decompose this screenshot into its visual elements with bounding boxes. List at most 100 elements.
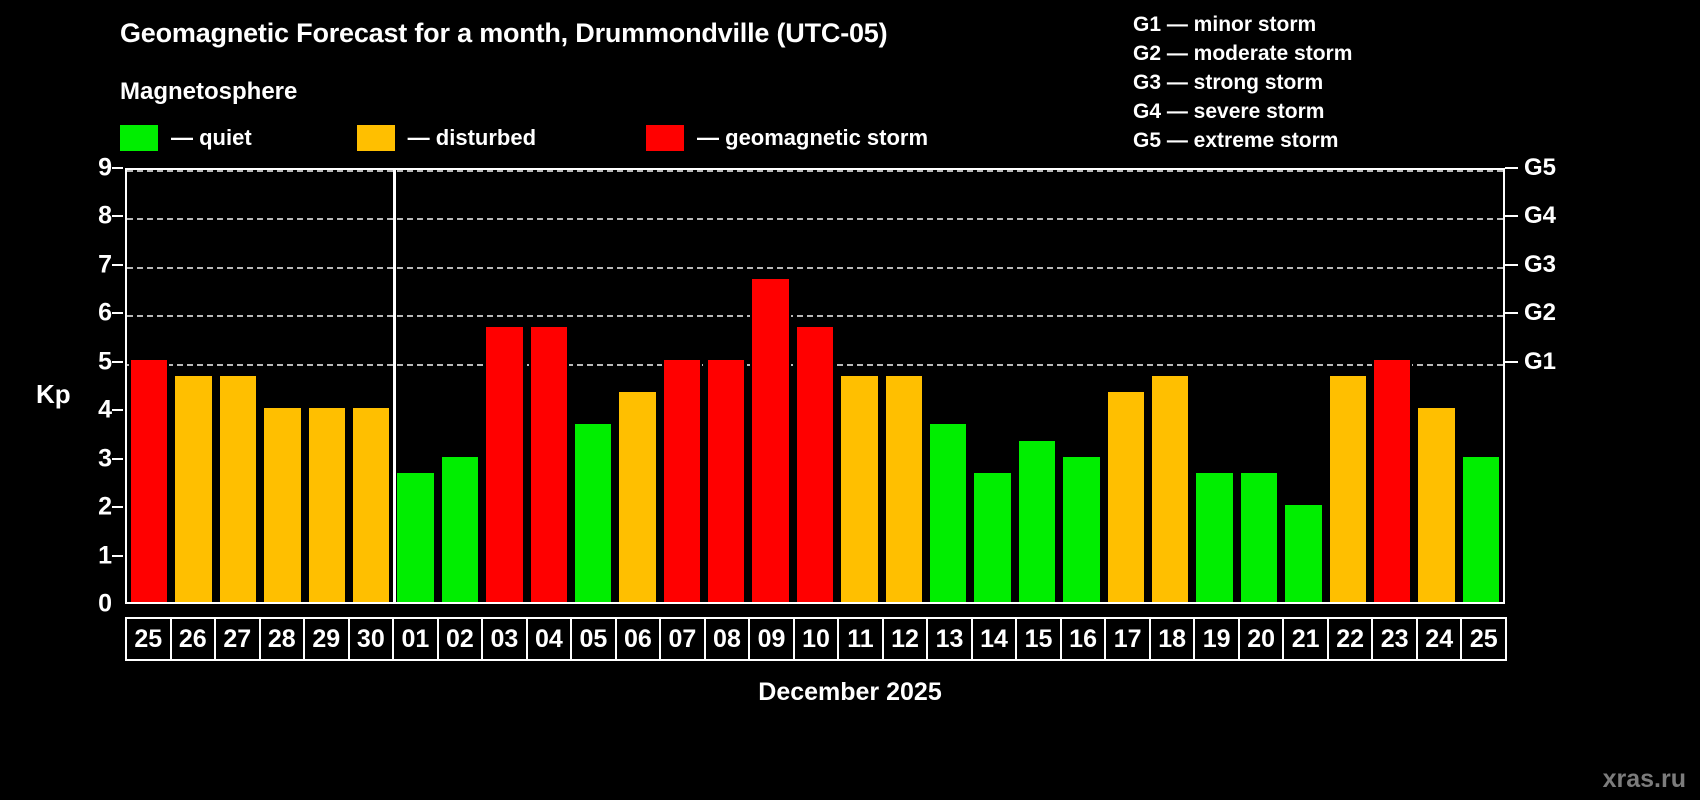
date-label-0: 25 bbox=[125, 617, 172, 661]
bar-21 bbox=[1283, 505, 1324, 602]
bar-series bbox=[127, 170, 1503, 602]
bar-cell bbox=[837, 170, 881, 602]
bar-09 bbox=[750, 278, 791, 602]
legend-item-2: — geomagnetic storm bbox=[646, 123, 928, 153]
date-label-28: 23 bbox=[1371, 617, 1418, 661]
date-label-30: 25 bbox=[1460, 617, 1507, 661]
date-label-7: 02 bbox=[436, 617, 484, 661]
g-tick-mark-G4 bbox=[1505, 215, 1518, 218]
date-label-24: 19 bbox=[1193, 617, 1240, 661]
date-label-12: 07 bbox=[659, 617, 706, 661]
bar-08 bbox=[706, 359, 747, 602]
date-label-6: 01 bbox=[392, 617, 439, 661]
gridline-kp-9 bbox=[127, 170, 1503, 172]
plot-area bbox=[127, 170, 1503, 602]
bar-02 bbox=[439, 456, 481, 602]
page-title: Geomagnetic Forecast for a month, Drummo… bbox=[120, 18, 888, 48]
y-tick-label-6: 6 bbox=[98, 298, 112, 327]
y-tick-label-9: 9 bbox=[98, 153, 112, 182]
bar-cell bbox=[1459, 170, 1503, 602]
g-tick-label-G3: G3 bbox=[1524, 250, 1557, 278]
y-tick-mark-9 bbox=[112, 167, 123, 169]
g-scale-line-1: G1 — minor storm bbox=[1133, 13, 1317, 36]
g-scale-line-5: G5 — extreme storm bbox=[1133, 129, 1339, 152]
date-label-27: 22 bbox=[1326, 617, 1374, 661]
gridline-kp-7 bbox=[127, 266, 1503, 269]
y-tick-mark-4 bbox=[112, 409, 123, 412]
legend-item-label: — disturbed bbox=[407, 125, 537, 150]
date-label-11: 06 bbox=[614, 617, 662, 661]
y-tick-mark-6 bbox=[112, 312, 123, 315]
bar-cell bbox=[615, 170, 659, 602]
bar-cell bbox=[1192, 170, 1236, 602]
bar-22 bbox=[1327, 375, 1368, 602]
date-label-2: 27 bbox=[214, 617, 261, 661]
legend-item-0: — quiet bbox=[120, 123, 252, 153]
g-axis: G1 G2 G3 G4 G5 bbox=[1505, 154, 1595, 604]
plot-frame bbox=[125, 168, 1505, 604]
legend-item-label: — quiet bbox=[171, 125, 252, 150]
orange-square-icon bbox=[356, 125, 395, 151]
y-tick-label-1: 1 bbox=[98, 541, 112, 570]
bar-cell bbox=[1104, 170, 1148, 602]
bar-cell bbox=[1370, 170, 1414, 602]
red-square-icon bbox=[646, 125, 685, 151]
g-tick-mark-G5 bbox=[1505, 167, 1518, 169]
legend-item-1: — disturbed bbox=[356, 123, 537, 153]
bar-cell bbox=[1414, 170, 1458, 602]
magnetosphere-legend: — quiet — disturbed — geomagnetic storm bbox=[120, 123, 928, 153]
y-tick-mark-7 bbox=[112, 263, 123, 266]
date-label-26: 21 bbox=[1282, 617, 1329, 661]
g-tick-mark-G1 bbox=[1505, 360, 1518, 363]
date-label-23: 18 bbox=[1148, 617, 1196, 661]
bar-04 bbox=[528, 327, 569, 602]
g-scale-legend: G1 — minor storm G2 — moderate storm G3 — … bbox=[1133, 10, 1352, 155]
date-label-9: 04 bbox=[525, 617, 573, 661]
bar-13 bbox=[928, 424, 969, 602]
bar-29 bbox=[306, 408, 347, 602]
bar-25 bbox=[1460, 456, 1502, 602]
x-axis-date-labels: 25 26 27 28 29 30 01 02 03 04 05 06 07 08 09 10 11 12 13 14… bbox=[125, 617, 1507, 661]
bar-cell bbox=[482, 170, 526, 602]
bar-cell bbox=[1015, 170, 1059, 602]
date-label-17: 12 bbox=[881, 617, 929, 661]
y-tick-label-7: 7 bbox=[98, 250, 112, 279]
bar-cell bbox=[171, 170, 215, 602]
date-label-21: 16 bbox=[1059, 617, 1107, 661]
y-tick-mark-5 bbox=[112, 360, 123, 363]
bar-01 bbox=[395, 472, 436, 602]
bar-06 bbox=[617, 392, 658, 602]
y-tick-label-5: 5 bbox=[98, 347, 112, 376]
bar-14 bbox=[972, 472, 1013, 602]
legend-item-label: — geomagnetic storm bbox=[697, 125, 929, 150]
x-axis-title: December 2025 bbox=[758, 678, 942, 706]
date-label-4: 29 bbox=[303, 617, 350, 661]
bar-03 bbox=[484, 327, 525, 602]
bar-cell bbox=[882, 170, 926, 602]
bar-cell bbox=[1281, 170, 1325, 602]
date-label-5: 30 bbox=[347, 617, 395, 661]
y-axis-title: Kp bbox=[36, 379, 71, 409]
gridline-kp-6 bbox=[127, 315, 1503, 318]
bar-cell bbox=[216, 170, 260, 602]
bar-cell bbox=[393, 170, 437, 602]
y-tick-label-4: 4 bbox=[98, 395, 112, 424]
g-scale-line-4: G4 — severe storm bbox=[1133, 100, 1325, 123]
y-axis: 0 1 2 3 4 5 6 7 8 9 bbox=[60, 154, 123, 618]
g-tick-label-G5: G5 bbox=[1524, 154, 1557, 181]
bar-cell bbox=[660, 170, 704, 602]
bar-11 bbox=[839, 375, 880, 602]
green-square-icon bbox=[120, 125, 158, 151]
bar-28 bbox=[262, 408, 303, 602]
bar-cell bbox=[970, 170, 1014, 602]
y-tick-mark-1 bbox=[112, 554, 123, 557]
g-tick-label-G1: G1 bbox=[1524, 347, 1557, 375]
bar-26 bbox=[173, 375, 214, 602]
bar-30 bbox=[350, 408, 392, 602]
bar-cell bbox=[1059, 170, 1103, 602]
bar-cell bbox=[260, 170, 304, 602]
watermark: xras.ru bbox=[1602, 765, 1686, 793]
bar-cell bbox=[349, 170, 393, 602]
date-label-20: 15 bbox=[1015, 617, 1062, 661]
